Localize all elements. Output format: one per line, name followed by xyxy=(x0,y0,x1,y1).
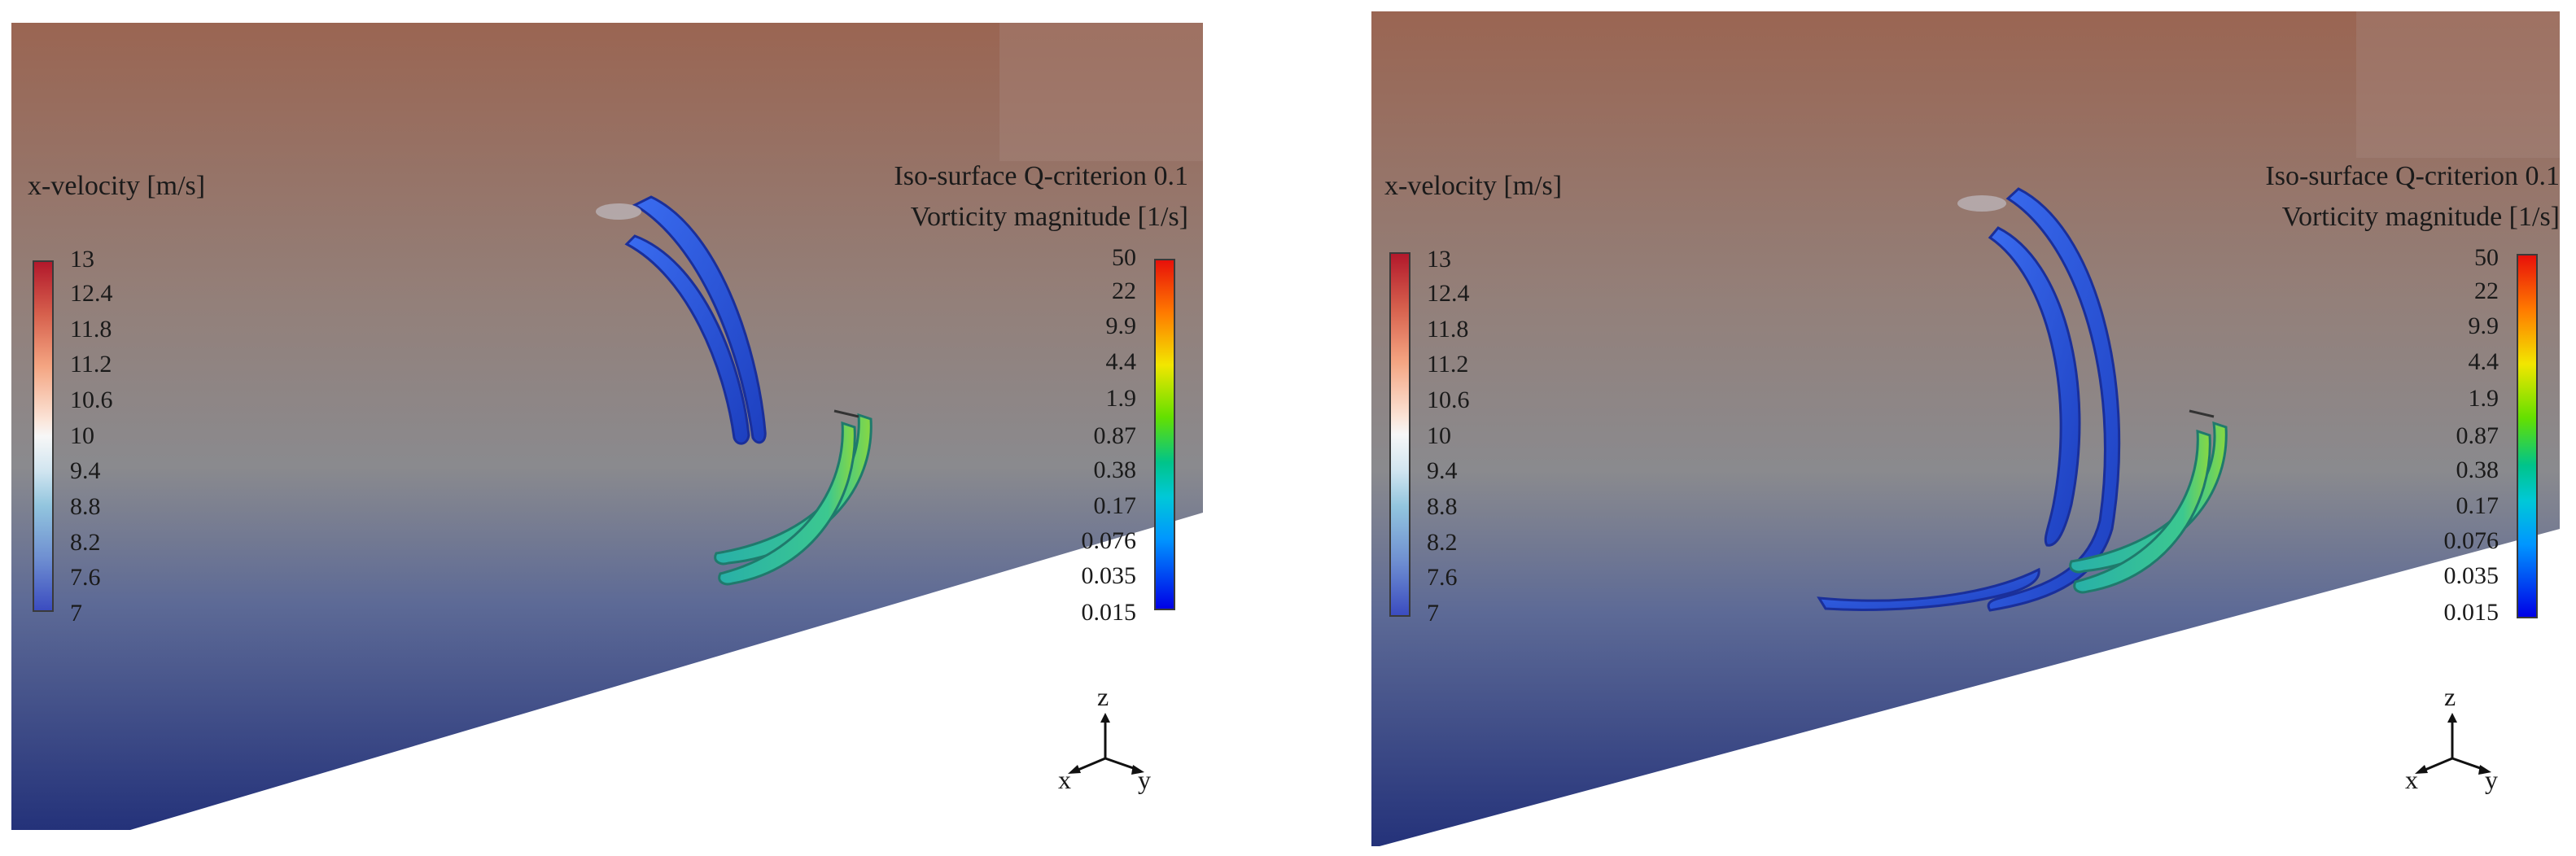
flow-domain-surface xyxy=(1371,11,2560,846)
vorticity-tick: 9.9 xyxy=(1105,312,1137,339)
velocity-tick: 9.4 xyxy=(70,457,101,484)
velocity-tick: 10 xyxy=(70,422,94,449)
velocity-tick: 8.2 xyxy=(70,529,101,556)
axis-z-label: z xyxy=(1097,682,1109,711)
velocity-tick: 12.4 xyxy=(70,280,113,307)
velocity-tick: 10 xyxy=(1427,422,1451,449)
vortex-tube-teal xyxy=(718,421,856,586)
axis-triad: z x y xyxy=(1050,683,1180,814)
velocity-tick: 8.8 xyxy=(70,493,101,520)
velocity-tick: 11.8 xyxy=(1427,316,1469,343)
vorticity-tick: 4.4 xyxy=(1105,348,1137,375)
velocity-colorbar xyxy=(1389,252,1410,617)
vorticity-tick: 0.38 xyxy=(1093,456,1137,483)
vorticity-legend-title-line2: Vorticity magnitude [1/s] xyxy=(2281,202,2560,232)
vorticity-tick: 0.015 xyxy=(2443,599,2499,626)
velocity-colorbar xyxy=(33,260,54,612)
velocity-legend-title: x-velocity [m/s] xyxy=(28,171,206,201)
vortex-tube-blue xyxy=(1988,226,2081,547)
velocity-tick: 7.6 xyxy=(70,564,101,591)
velocity-tick: 7 xyxy=(70,600,82,627)
velocity-tick: 8.2 xyxy=(1427,529,1458,556)
vorticity-tick: 1.9 xyxy=(2468,385,2499,412)
vorticity-colorbar xyxy=(1154,259,1175,610)
axis-triad-icon xyxy=(1068,713,1144,775)
velocity-tick: 7 xyxy=(1427,600,1439,627)
vortex-tube-blue xyxy=(1817,567,2040,611)
axis-triad-icon xyxy=(2415,713,2491,775)
left-panel: x-velocity [m/s] 13 12.4 11.8 11.2 10.6 … xyxy=(0,0,1237,856)
velocity-tick: 9.4 xyxy=(1427,457,1458,484)
vortex-tube-blue xyxy=(1987,187,2121,612)
vorticity-tick: 4.4 xyxy=(2468,348,2499,375)
velocity-tick: 12.4 xyxy=(1427,280,1470,307)
velocity-tick: 13 xyxy=(1427,246,1451,273)
vorticity-tick: 0.87 xyxy=(1093,422,1137,449)
flow-field-scene xyxy=(11,23,1203,830)
vorticity-tick: 9.9 xyxy=(2468,312,2499,339)
vortex-tube-teal xyxy=(2073,429,2211,594)
axis-y-label: y xyxy=(2485,765,2498,794)
vorticity-tick: 50 xyxy=(2474,244,2499,271)
vorticity-tick: 22 xyxy=(1112,277,1136,304)
vorticity-tick: 1.9 xyxy=(1105,385,1137,412)
velocity-tick: 13 xyxy=(70,246,94,273)
vorticity-tick: 0.38 xyxy=(2456,456,2499,483)
vorticity-tick: 50 xyxy=(1112,244,1136,271)
vorticity-legend-title-line1: Iso-surface Q-criterion 0.1 xyxy=(2265,161,2560,191)
velocity-tick: 11.2 xyxy=(70,351,112,378)
velocity-tick: 10.6 xyxy=(1427,387,1470,413)
vorticity-tick: 0.076 xyxy=(2443,527,2499,554)
axis-z-label: z xyxy=(2444,682,2456,711)
velocity-tick: 11.2 xyxy=(1427,351,1469,378)
vorticity-tick: 0.17 xyxy=(1093,492,1137,519)
vorticity-legend-title-line1: Iso-surface Q-criterion 0.1 xyxy=(894,161,1188,191)
flow-domain-surface xyxy=(11,23,1203,830)
vorticity-tick: 0.035 xyxy=(2443,562,2499,589)
vorticity-colorbar xyxy=(2517,254,2538,618)
vorticity-tick: 0.076 xyxy=(1081,527,1137,554)
vorticity-tick: 0.17 xyxy=(2456,492,2499,519)
vorticity-tick: 0.035 xyxy=(1081,562,1137,589)
vorticity-tick: 0.87 xyxy=(2456,422,2499,449)
right-panel: x-velocity [m/s] 13 12.4 11.8 11.2 10.6 … xyxy=(1339,0,2576,856)
axis-x-label: x xyxy=(2405,765,2418,794)
vorticity-legend-title-line2: Vorticity magnitude [1/s] xyxy=(910,202,1188,232)
vortex-tube-blue xyxy=(624,234,750,445)
velocity-tick: 8.8 xyxy=(1427,493,1458,520)
axis-x-label: x xyxy=(1058,765,1071,794)
axis-y-label: y xyxy=(1138,765,1151,794)
vortex-tube-blue xyxy=(632,195,767,444)
velocity-tick: 10.6 xyxy=(70,387,113,413)
velocity-legend-title: x-velocity [m/s] xyxy=(1384,171,1563,201)
velocity-tick: 11.8 xyxy=(70,316,112,343)
velocity-tick: 7.6 xyxy=(1427,564,1458,591)
axis-triad: z x y xyxy=(2397,683,2527,814)
flow-field-scene xyxy=(1371,11,2560,846)
vorticity-tick: 22 xyxy=(2474,277,2499,304)
vorticity-tick: 0.015 xyxy=(1081,599,1137,626)
